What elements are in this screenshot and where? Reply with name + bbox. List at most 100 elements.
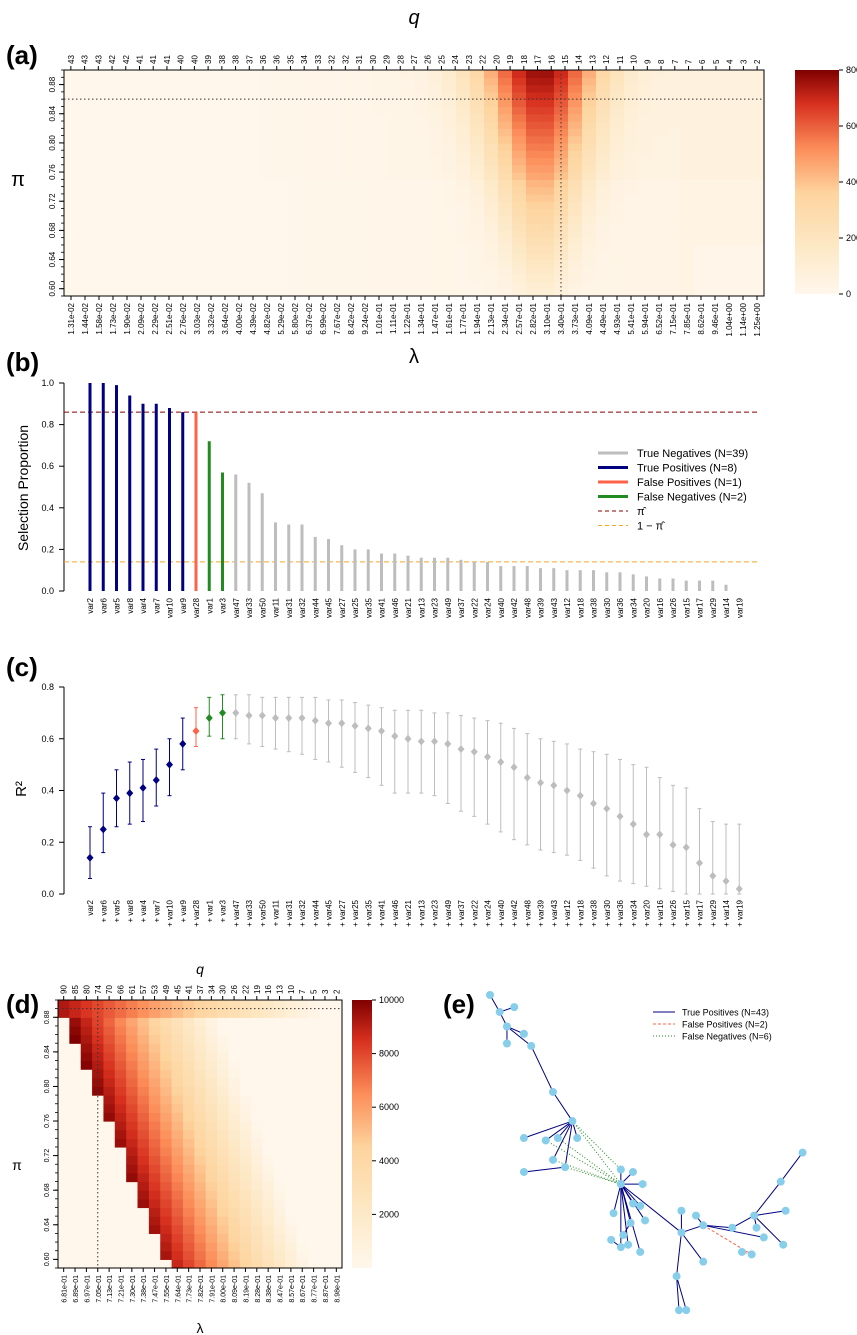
heatmap-cell	[239, 1069, 252, 1079]
heatmap-cell	[160, 1043, 173, 1053]
heatmap-cell	[680, 113, 695, 122]
heatmap-cell	[540, 230, 555, 239]
heatmap-cell	[274, 135, 289, 144]
heatmap-cell	[288, 288, 303, 297]
heatmap-cell	[103, 1224, 116, 1235]
heatmap-cell	[69, 1034, 82, 1044]
heatmap-cell	[92, 274, 107, 283]
network-node	[677, 1206, 686, 1215]
network-node	[616, 1180, 625, 1189]
heatmap-cell	[722, 99, 737, 108]
heatmap-cell	[204, 91, 219, 100]
heatmap-cell	[194, 1242, 207, 1252]
heatmap-cell	[194, 1207, 207, 1217]
heatmap-cell	[217, 1103, 229, 1113]
heatmap-cell	[694, 259, 709, 268]
colorbar-tick-label: 6000	[379, 1102, 399, 1112]
heatmap-cell	[126, 1043, 139, 1053]
heatmap-cell	[736, 91, 751, 100]
heatmap-cell	[722, 266, 737, 275]
a-q-tick-label: 29	[383, 55, 392, 64]
colorbar-tick-label: 800	[846, 65, 857, 75]
heatmap-cell	[114, 1250, 127, 1260]
heatmap-cell	[694, 201, 709, 210]
heatmap-cell	[78, 281, 93, 290]
heatmap-cell	[540, 186, 555, 195]
heatmap-cell	[319, 1190, 332, 1200]
x-tick-label: var44	[311, 597, 320, 618]
heatmap-cell	[148, 1146, 161, 1157]
heatmap-cell	[148, 281, 163, 290]
heatmap-cell	[554, 244, 569, 253]
heatmap-cell	[148, 1025, 161, 1036]
heatmap-cell	[596, 201, 611, 210]
heatmap-cell	[554, 135, 569, 144]
x-tick-label: var34	[629, 597, 638, 618]
heatmap-cell	[582, 84, 597, 93]
heatmap-cell	[344, 201, 359, 210]
heatmap-cell	[456, 179, 471, 188]
heatmap-cell	[232, 288, 247, 297]
heatmap-cell	[442, 164, 457, 173]
heatmap-cell	[232, 77, 247, 86]
heatmap-cell	[246, 70, 261, 78]
heatmap-cell	[274, 281, 289, 290]
heatmap-cell	[69, 1250, 82, 1260]
heatmap-cell	[239, 1025, 252, 1036]
heatmap-cell	[512, 186, 527, 195]
heatmap-cell	[750, 150, 765, 159]
heatmap-cell	[596, 266, 611, 275]
heatmap-cell	[694, 266, 709, 275]
heatmap-cell	[204, 157, 219, 166]
heatmap-cell	[666, 106, 681, 115]
heatmap-cell	[232, 208, 247, 217]
heatmap-cell	[708, 230, 723, 239]
heatmap-cell	[262, 1181, 275, 1191]
d-x-tick-label: 7.05e-01	[96, 1275, 103, 1303]
heatmap-cell	[428, 179, 443, 188]
heatmap-cell	[194, 1233, 207, 1243]
a-x-tick-label: 3.10e-01	[543, 302, 552, 334]
heatmap-cell	[218, 113, 233, 122]
heatmap-cell	[330, 172, 345, 180]
network-node	[752, 1223, 761, 1232]
heatmap-cell	[78, 230, 93, 239]
a-x-tick-label: 1.44e-02	[81, 302, 90, 334]
heatmap-cell	[137, 1250, 150, 1260]
heatmap-cell	[498, 186, 513, 195]
heatmap-cell	[204, 274, 219, 283]
panel-b: (b) Selection Proportion 0.00.20.40.60.8…	[6, 347, 760, 618]
heatmap-cell	[400, 91, 415, 100]
heatmap-cell	[568, 128, 583, 137]
heatmap-cell	[92, 237, 107, 246]
heatmap-cell	[680, 288, 695, 297]
heatmap-cell	[400, 70, 415, 78]
heatmap-cell	[582, 244, 597, 253]
heatmap-cell	[148, 1198, 161, 1209]
heatmap-cell	[92, 1181, 105, 1191]
heatmap-cell	[750, 70, 765, 78]
network-node	[541, 1136, 550, 1145]
heatmap-cell	[307, 1060, 320, 1070]
d-y-tick-label: 0.88	[44, 1010, 51, 1024]
heatmap-cell	[554, 128, 569, 137]
heatmap-cell	[666, 157, 681, 166]
heatmap-cell	[307, 1112, 320, 1122]
heatmap-cell	[134, 215, 149, 224]
y-tick-label: 0.4	[41, 786, 54, 796]
median-point	[537, 778, 544, 787]
heatmap-cell	[456, 121, 471, 129]
heatmap-cell	[680, 208, 695, 217]
heatmap-cell	[176, 237, 191, 246]
heatmap-cell	[750, 274, 765, 283]
heatmap-cell	[246, 77, 261, 86]
heatmap-cell	[344, 179, 359, 188]
heatmap-cell	[204, 135, 219, 144]
heatmap-cell	[239, 1164, 252, 1174]
heatmap-cell	[316, 201, 331, 210]
heatmap-cell	[568, 223, 583, 231]
x-tick-label: + var10	[166, 899, 175, 926]
heatmap-cell	[134, 237, 149, 246]
network-node	[568, 1117, 577, 1126]
heatmap-cell	[92, 142, 107, 151]
